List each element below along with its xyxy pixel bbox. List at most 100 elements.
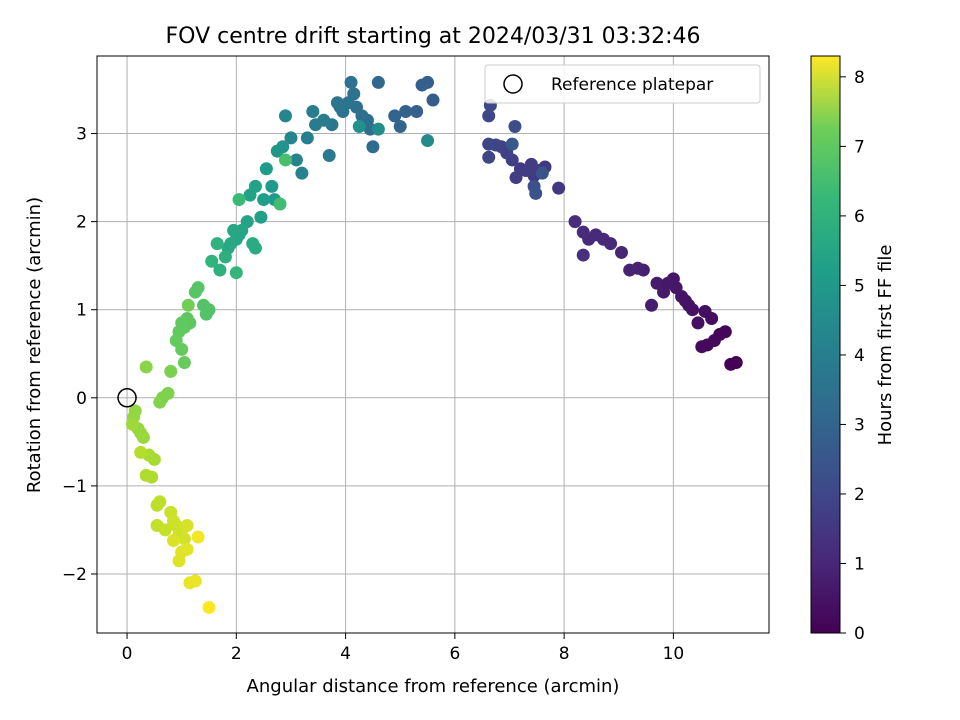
data-point (289, 153, 303, 167)
data-point (482, 150, 496, 164)
data-point (153, 495, 167, 509)
colorbar-tick-label: 6 (854, 207, 865, 227)
data-point (265, 179, 279, 193)
data-point (232, 193, 246, 207)
data-point (177, 356, 191, 370)
data-point (166, 534, 180, 548)
data-point (552, 181, 566, 195)
data-point (180, 542, 194, 556)
data-point (177, 532, 191, 546)
data-point (188, 574, 202, 588)
data-point (300, 131, 314, 145)
data-point (139, 468, 153, 482)
legend: Reference platepar (484, 64, 761, 104)
data-point (330, 96, 344, 110)
legend-entry: Reference platepar (551, 75, 713, 95)
colorbar-gradient (810, 55, 841, 634)
legend-box (484, 64, 761, 104)
data-point (691, 316, 705, 330)
data-point (505, 137, 519, 151)
data-point (243, 188, 257, 202)
x-axis-label: Angular distance from reference (arcmin) (247, 676, 620, 697)
x-tick-label: 0 (122, 644, 133, 664)
data-point (273, 197, 287, 211)
colorbar-label: Hours from first FF file (875, 245, 896, 446)
data-point (134, 445, 148, 459)
x-tick-label: 2 (231, 644, 242, 664)
data-point (188, 285, 202, 299)
colorbar-tick-label: 8 (854, 68, 865, 88)
data-point (254, 210, 268, 224)
data-point (352, 119, 366, 133)
colorbar: 0 1 2 3 4 5 6 7 8 Hours from first FF file (810, 55, 896, 644)
data-point (158, 523, 172, 537)
colorbar-tick-label: 0 (854, 624, 865, 644)
data-point (623, 263, 637, 277)
data-point (388, 109, 402, 123)
data-point (650, 276, 664, 290)
data-point (210, 237, 224, 251)
data-point (509, 171, 523, 185)
data-point (421, 134, 435, 148)
data-point (322, 149, 336, 163)
y-tick-label: −1 (62, 477, 87, 497)
data-point (202, 600, 216, 614)
data-point (126, 417, 140, 431)
data-point (136, 430, 150, 444)
data-point (229, 266, 243, 280)
data-point (393, 119, 407, 133)
data-point (180, 519, 194, 533)
data-point (410, 104, 424, 118)
y-axis-label: Rotation from reference (arcmin) (24, 197, 45, 493)
y-tick-label: 2 (76, 213, 87, 233)
data-point (227, 223, 241, 237)
data-point (614, 245, 628, 259)
colorbar-tick-label: 5 (854, 276, 865, 296)
x-tick-label: 8 (559, 644, 570, 664)
data-point (181, 298, 195, 312)
data-point (568, 215, 582, 229)
data-point (576, 248, 590, 262)
data-point (529, 186, 543, 200)
data-point (309, 118, 323, 132)
colorbar-tick-label: 4 (854, 346, 865, 366)
data-points (126, 75, 743, 614)
x-tick-label: 6 (449, 644, 460, 664)
data-point (284, 131, 298, 145)
y-tick-label: 1 (76, 301, 87, 321)
data-point (191, 530, 205, 544)
reference-point-marker (117, 388, 137, 408)
data-point (153, 395, 167, 409)
x-tick-label: 4 (340, 644, 351, 664)
y-tick-label: 0 (76, 389, 87, 409)
data-point (306, 104, 320, 118)
data-point (278, 153, 292, 167)
colorbar-ticks: 0 1 2 3 4 5 6 7 8 (840, 68, 865, 644)
grid-lines (97, 56, 769, 633)
data-point (482, 137, 496, 151)
data-point (278, 109, 292, 123)
data-point (270, 144, 284, 158)
data-point (164, 364, 178, 378)
data-point (205, 254, 219, 268)
data-point (426, 93, 440, 107)
data-point (698, 304, 712, 318)
data-point (175, 342, 189, 356)
data-point (371, 75, 385, 89)
y-axis-ticks: −2 −1 0 1 2 3 (62, 125, 97, 585)
data-point (259, 162, 273, 176)
plot-frame (96, 55, 770, 634)
data-point (399, 104, 413, 118)
data-point (724, 357, 738, 371)
data-point (139, 360, 153, 374)
y-tick-label: 3 (76, 125, 87, 145)
data-point (197, 298, 211, 312)
x-tick-label: 10 (663, 644, 685, 664)
colorbar-tick-label: 7 (854, 137, 865, 157)
colorbar-tick-label: 1 (854, 554, 865, 574)
data-point (695, 340, 709, 354)
data-point (645, 298, 659, 312)
data-point (482, 109, 496, 123)
data-point (508, 119, 522, 133)
